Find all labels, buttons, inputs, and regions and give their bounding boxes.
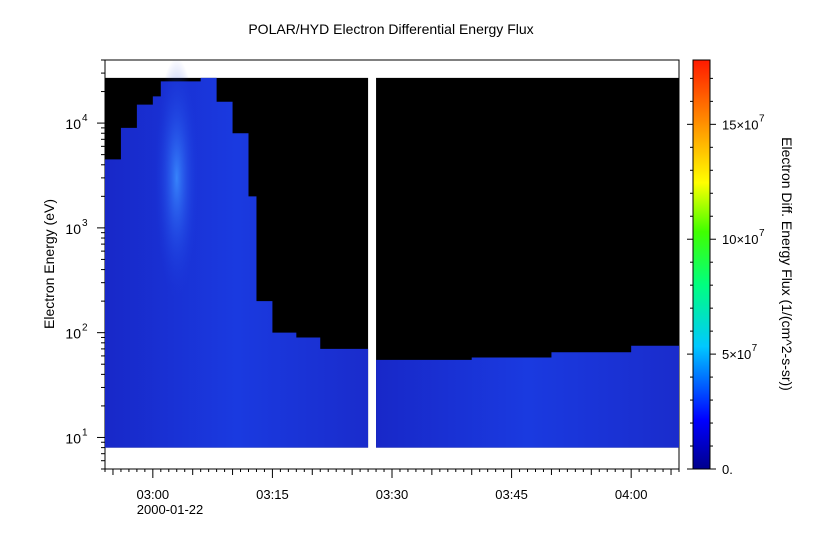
y-tick-base: 10 [65, 430, 81, 446]
colorbar-gradient [692, 59, 711, 470]
colorbar-ticks: 0.5×10 710×10 715×10 7 [687, 77, 765, 477]
x-tick-label: 03:30 [376, 487, 409, 502]
colorbar-tick-label: 10×10 7 [722, 228, 765, 247]
y-axis-label: Electron Energy (eV) [41, 199, 57, 329]
x-tick-label: 03:45 [495, 487, 528, 502]
colorbar-tick-exponent: 7 [752, 343, 758, 354]
y-tick-label: 10 3 [65, 218, 88, 237]
y-tick-label: 10 1 [65, 427, 88, 446]
y-tick-base: 10 [65, 221, 81, 237]
y-tick-exponent: 1 [82, 427, 88, 438]
y-tick-base: 10 [65, 326, 81, 342]
colorbar-tick-base: 10×10 [722, 232, 759, 247]
y-tick-base: 10 [65, 116, 81, 132]
colorbar-tick-base: 5×10 [722, 347, 751, 362]
colorbar-label: Electron Diff. Energy Flux (1/(cm^2-s-sr… [779, 137, 795, 391]
y-tick-exponent: 4 [82, 113, 88, 124]
colorbar-tick-label: 15×10 7 [722, 113, 765, 132]
colorbar-tick-label: 0. [722, 462, 733, 477]
y-tick-exponent: 3 [82, 218, 88, 229]
colorbar: 0.5×10 710×10 715×10 7 [687, 59, 765, 477]
heatmap-layer [105, 60, 679, 448]
y-tick-label: 10 4 [65, 113, 88, 132]
colorbar-tick-label: 5×10 7 [722, 343, 758, 362]
plot-area [104, 59, 680, 470]
flux-region-2 [376, 340, 679, 448]
x-tick-label: 03:15 [256, 487, 289, 502]
y-tick-label: 10 2 [65, 323, 88, 342]
colorbar-tick-base: 15×10 [722, 117, 759, 132]
x-tick-label: 03:00 [137, 487, 170, 502]
x-tick-label: 04:00 [615, 487, 648, 502]
x-date-label: 2000-01-22 [137, 502, 204, 517]
chart-title: POLAR/HYD Electron Differential Energy F… [248, 21, 533, 37]
colorbar-tick-exponent: 7 [759, 228, 765, 239]
colorbar-tick-base: 0. [722, 462, 733, 477]
y-tick-exponent: 2 [82, 323, 88, 334]
x-axis: 03:00 03:15 03:30 03:45 04:00 [104, 469, 680, 502]
peak-flux-region [154, 60, 199, 298]
colorbar-tick-exponent: 7 [759, 113, 765, 124]
